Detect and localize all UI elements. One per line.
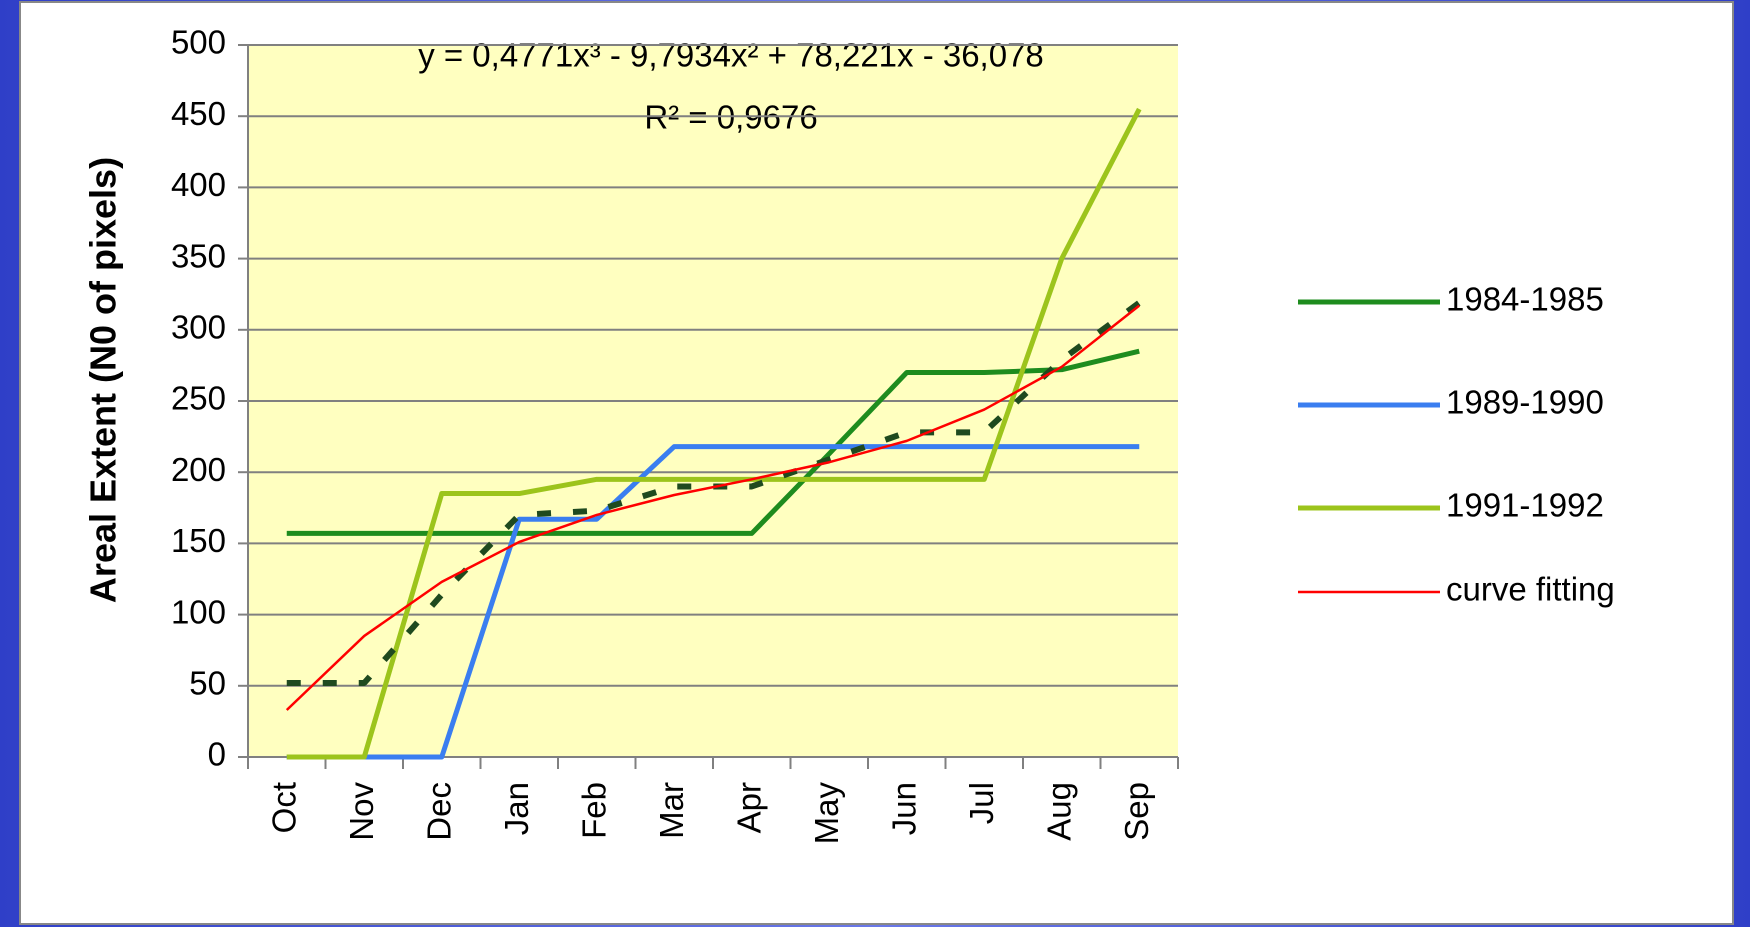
y-tick-label: 250 [171, 380, 226, 417]
x-tick-label: Aug [1040, 782, 1077, 841]
trend-line [286, 300, 1142, 686]
x-tick-label: May [808, 782, 845, 845]
legend-label: 1989-1990 [1446, 384, 1604, 421]
y-tick-label: 200 [171, 451, 226, 488]
legend-label: curve fitting [1446, 571, 1615, 608]
x-tick-label: Jan [498, 782, 535, 835]
series-line [286, 107, 1142, 760]
y-tick-label: 50 [189, 665, 226, 702]
y-tick-label: 350 [171, 237, 226, 274]
y-axis-title: Areal Extent (N0 of pixels) [83, 157, 124, 603]
y-tick-label: 450 [171, 95, 226, 132]
x-tick-label: Jul [963, 782, 1000, 824]
y-tick-label: 300 [171, 309, 226, 346]
y-tick-label: 150 [171, 522, 226, 559]
x-tick-label: Dec [420, 782, 457, 841]
x-tick-label: Apr [730, 782, 767, 833]
equation: y = 0,4771x³ - 9,7934x² + 78,221x - 36,0… [418, 37, 1044, 74]
y-tick-label: 100 [171, 593, 226, 630]
legend-label: 1991-1992 [1446, 487, 1604, 524]
x-tick-label: Jun [885, 782, 922, 835]
y-tick-label: 400 [171, 166, 226, 203]
x-tick-label: Nov [343, 782, 380, 841]
x-tick-label: Sep [1118, 782, 1155, 841]
y-tick-label: 500 [171, 24, 226, 61]
x-tick-label: Feb [575, 782, 612, 839]
x-tick-label: Oct [265, 782, 302, 833]
legend-label: 1984-1985 [1446, 281, 1604, 318]
x-tick-label: Mar [653, 782, 690, 839]
y-tick-label: 0 [208, 736, 226, 773]
r-squared: R² = 0,9676 [644, 99, 817, 136]
series-line [285, 304, 1141, 711]
